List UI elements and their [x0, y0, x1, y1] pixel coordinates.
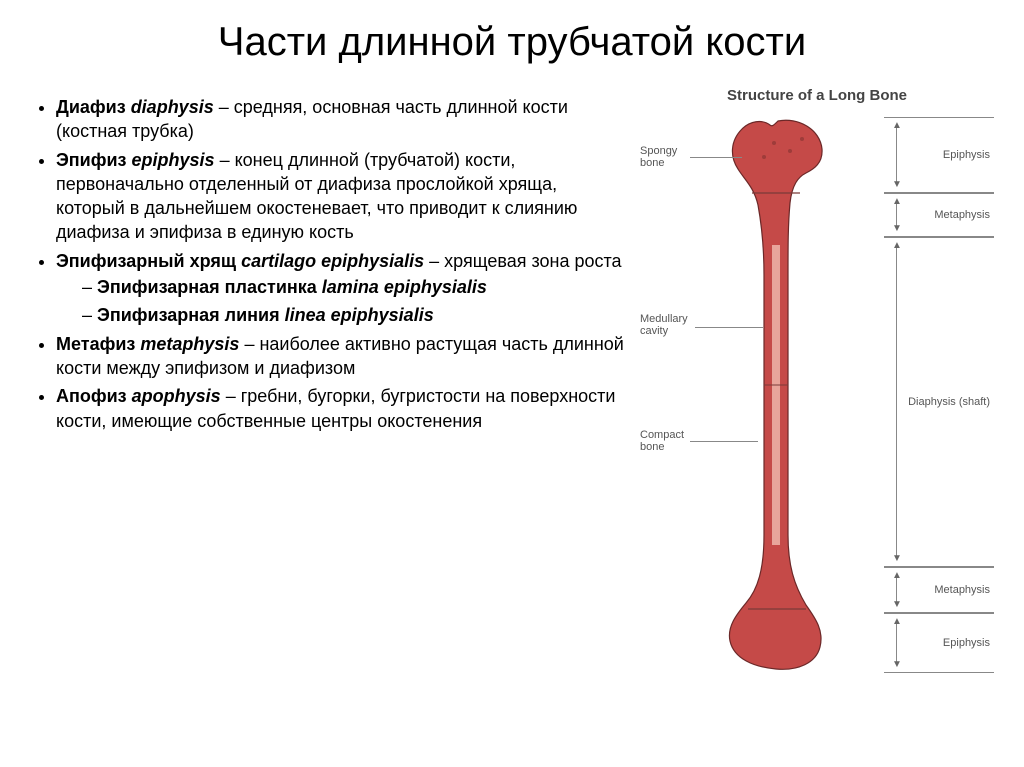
- sub-lamina: Эпифизарная пластинка lamina epiphysiali…: [82, 275, 630, 299]
- texture-dot: [788, 149, 792, 153]
- callout-line-spongy: [690, 157, 742, 158]
- texture-dot: [772, 141, 776, 145]
- callout-line-compact: [690, 441, 758, 442]
- term-ru: Апофиз: [56, 386, 127, 406]
- term-ru: Диафиз: [56, 97, 126, 117]
- term-la: diaphysis: [131, 97, 214, 117]
- region-label: Epiphysis: [943, 149, 994, 162]
- callout-label: Spongy bone: [640, 145, 677, 169]
- texture-dot: [800, 137, 804, 141]
- definitions-column: Диафиз diaphysis – средняя, основная час…: [30, 95, 630, 715]
- bracket-arrows: ▲▼: [890, 616, 904, 670]
- bracket-arrows: ▲▼: [890, 196, 904, 234]
- term-la: epiphysis: [132, 150, 215, 170]
- callout-medullary: Medullary cavity: [640, 313, 705, 337]
- bone-illustration: [720, 115, 830, 675]
- def-apophysis: Апофиз apophysis – гребни, бугорки, бугр…: [56, 384, 630, 433]
- term-ru: Эпифиз: [56, 150, 127, 170]
- definitions-list: Диафиз diaphysis – средняя, основная час…: [30, 95, 630, 433]
- term-la: metaphysis: [140, 334, 239, 354]
- page-title: Части длинной трубчатой кости: [30, 20, 994, 65]
- region-label: Epiphysis: [943, 637, 994, 650]
- bracket-arrows: ▲▼: [890, 570, 904, 610]
- region-metaphysis-bot: ▲▼ Metaphysis: [884, 567, 994, 613]
- texture-dot: [762, 155, 766, 159]
- callout-label: Compact bone: [640, 429, 684, 453]
- cartilage-sublist: Эпифизарная пластинка lamina epiphysiali…: [56, 275, 630, 328]
- region-diaphysis: ▲▼ Diaphysis (shaft): [884, 237, 994, 567]
- region-epiphysis-top: ▲▼ Epiphysis: [884, 117, 994, 193]
- region-metaphysis-top: ▲▼ Metaphysis: [884, 193, 994, 237]
- region-label: Diaphysis (shaft): [908, 396, 994, 409]
- term-ru: Метафиз: [56, 334, 135, 354]
- diagram-title: Structure of a Long Bone: [640, 87, 994, 104]
- bracket-arrows: ▲▼: [890, 240, 904, 564]
- diagram-column: Structure of a Long Bone Spongy bone Med…: [640, 95, 994, 715]
- bracket-arrows: ▲▼: [890, 120, 904, 190]
- term-la: linea epiphysialis: [285, 305, 434, 325]
- def-diaphysis: Диафиз diaphysis – средняя, основная час…: [56, 95, 630, 144]
- def-cartilage: Эпифизарный хрящ cartilago epiphysialis …: [56, 249, 630, 328]
- term-la: lamina epiphysialis: [322, 277, 487, 297]
- term-la: apophysis: [132, 386, 221, 406]
- region-label: Metaphysis: [934, 584, 994, 597]
- term-ru: Эпифизарная линия: [97, 305, 280, 325]
- term-ru: Эпифизарная пластинка: [97, 277, 317, 297]
- region-brackets: ▲▼ Epiphysis ▲▼ Metaphysis ▲▼ Diaphysis …: [884, 117, 994, 673]
- callout-label: Medullary cavity: [640, 313, 688, 337]
- medullary-cavity-shape: [772, 245, 780, 545]
- sub-linea: Эпифизарная линия linea epiphysialis: [82, 303, 630, 327]
- term-ru: Эпифизарный хрящ: [56, 251, 236, 271]
- content-row: Диафиз diaphysis – средняя, основная час…: [30, 95, 994, 715]
- def-metaphysis: Метафиз metaphysis – наиболее активно ра…: [56, 332, 630, 381]
- term-la: cartilago epiphysialis: [241, 251, 424, 271]
- def-epiphysis: Эпифиз epiphysis – конец длинной (трубча…: [56, 148, 630, 245]
- region-label: Metaphysis: [934, 209, 994, 222]
- region-epiphysis-bot: ▲▼ Epiphysis: [884, 613, 994, 673]
- callout-line-medullary: [695, 327, 763, 328]
- def-text: – хрящевая зона роста: [429, 251, 621, 271]
